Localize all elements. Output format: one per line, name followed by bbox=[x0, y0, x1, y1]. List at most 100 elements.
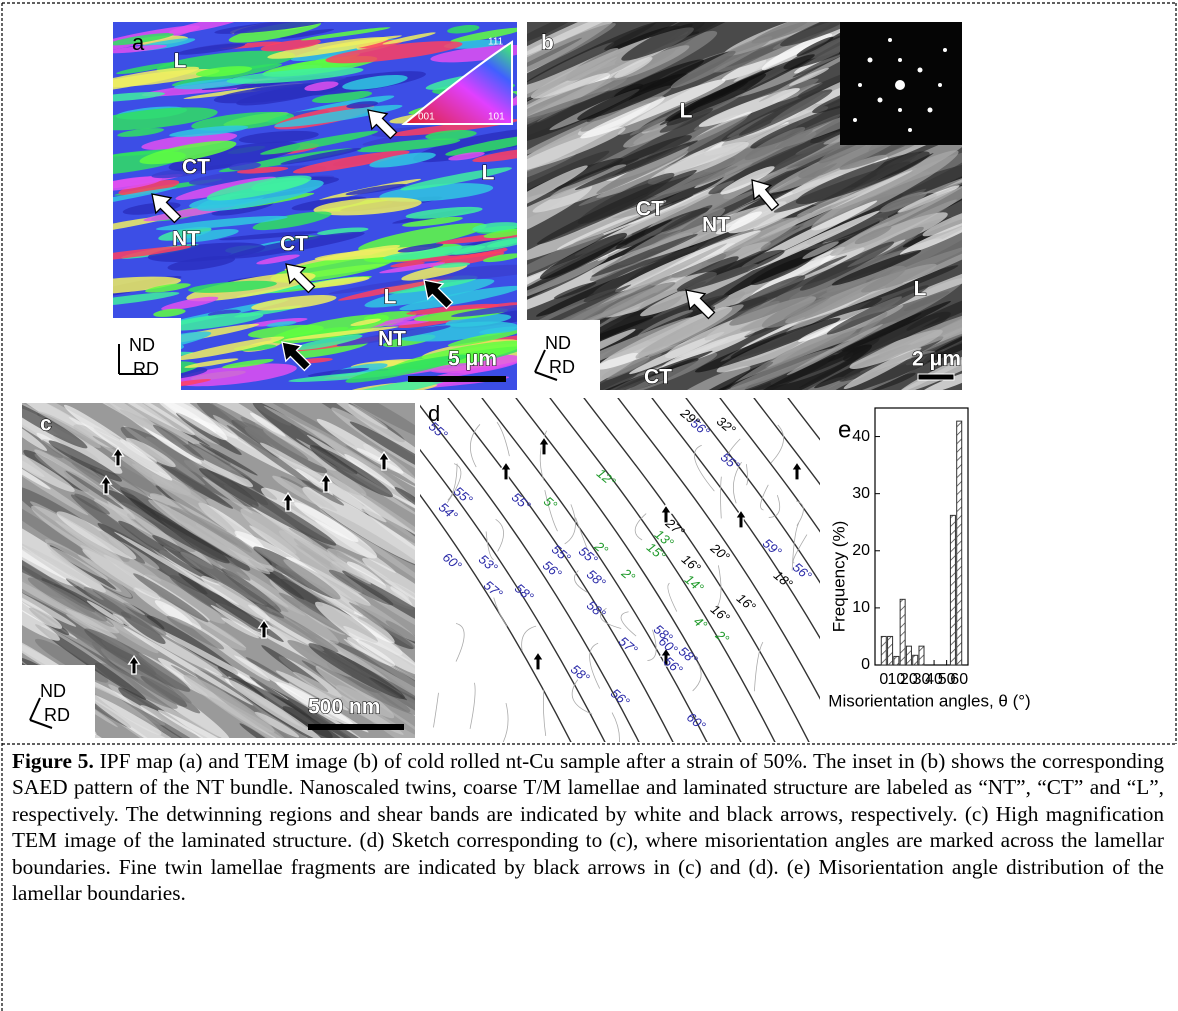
arrow-shape bbox=[734, 508, 748, 529]
label: L bbox=[482, 162, 495, 185]
texture-streak bbox=[113, 33, 174, 46]
texture-streak bbox=[888, 205, 962, 278]
texture-streak bbox=[292, 671, 404, 735]
texture-streak bbox=[342, 74, 408, 90]
texture-streak bbox=[221, 617, 260, 639]
arrow bbox=[285, 263, 316, 294]
boundary bbox=[753, 398, 820, 486]
texture-streak bbox=[282, 326, 399, 341]
texture-streak bbox=[527, 126, 626, 172]
texture-streak bbox=[405, 206, 483, 219]
y-tick-label: 30 bbox=[852, 485, 870, 502]
axis-label: RD bbox=[44, 705, 70, 725]
texture-streak bbox=[735, 344, 872, 390]
texture-streak bbox=[899, 217, 962, 256]
texture-streak bbox=[106, 489, 230, 564]
texture-streak bbox=[113, 44, 167, 54]
texture-streak bbox=[83, 587, 167, 636]
texture-streak bbox=[780, 22, 884, 47]
texture-streak bbox=[348, 602, 415, 651]
texture-streak bbox=[113, 68, 220, 88]
texture-streak bbox=[224, 678, 323, 738]
texture-streak bbox=[86, 600, 124, 625]
texture-streak bbox=[318, 35, 402, 50]
texture-streak bbox=[176, 43, 246, 55]
arrow-shape bbox=[257, 618, 271, 639]
texture-streak bbox=[345, 183, 407, 196]
arrow bbox=[319, 472, 333, 493]
texture-streak bbox=[166, 615, 225, 650]
arrow bbox=[99, 474, 113, 495]
texture-streak bbox=[390, 586, 415, 610]
texture-streak bbox=[165, 633, 229, 669]
texture-streak bbox=[293, 334, 363, 351]
texture-streak bbox=[56, 511, 137, 560]
texture-streak bbox=[358, 222, 487, 252]
label: L bbox=[174, 50, 187, 73]
texture-streak bbox=[379, 262, 445, 274]
triangle-label: 001 bbox=[418, 112, 435, 123]
y-tick-label: 20 bbox=[852, 542, 870, 559]
texture-streak bbox=[255, 603, 339, 653]
texture-streak bbox=[125, 437, 176, 468]
texture-streak bbox=[539, 232, 627, 280]
grain-boundary bbox=[575, 517, 591, 557]
texture-streak bbox=[769, 129, 911, 193]
boundary bbox=[719, 398, 820, 533]
texture-streak bbox=[451, 303, 517, 317]
texture-streak bbox=[450, 27, 517, 43]
texture-streak bbox=[486, 238, 517, 248]
texture-streak bbox=[720, 166, 775, 195]
x-tick-label: 50 bbox=[938, 671, 956, 688]
grain-boundary bbox=[796, 500, 804, 526]
texture-streak bbox=[788, 67, 829, 86]
diffraction-spot bbox=[877, 97, 883, 103]
texture-streak bbox=[263, 405, 383, 471]
texture-streak bbox=[399, 285, 517, 311]
bar bbox=[956, 420, 963, 666]
grain-boundary bbox=[620, 611, 637, 637]
texture-streak bbox=[292, 150, 410, 174]
texture-streak bbox=[527, 47, 619, 105]
texture-streak bbox=[328, 275, 447, 295]
texture-streak bbox=[22, 524, 104, 601]
texture-streak bbox=[202, 477, 253, 514]
y-axis-label: Frequency (%) bbox=[829, 521, 848, 632]
texture-streak bbox=[201, 575, 271, 621]
texture-streak bbox=[117, 128, 165, 137]
arrow bbox=[685, 289, 716, 320]
grain-boundary bbox=[717, 565, 722, 607]
texture-streak bbox=[527, 233, 604, 283]
x-tick-label: 10 bbox=[887, 671, 905, 688]
boundary bbox=[420, 448, 606, 742]
texture-streak bbox=[744, 126, 806, 161]
texture-streak bbox=[251, 294, 337, 311]
arrow bbox=[281, 341, 312, 372]
texture-streak bbox=[229, 162, 261, 171]
texture-streak bbox=[214, 22, 328, 34]
arrow-shape bbox=[111, 446, 125, 467]
texture-streak bbox=[472, 147, 517, 163]
texture-streak bbox=[312, 91, 373, 103]
texture-streak bbox=[307, 367, 370, 377]
grain-boundary bbox=[600, 607, 622, 629]
texture-streak bbox=[553, 282, 597, 299]
texture-streak bbox=[402, 216, 463, 227]
texture-streak bbox=[266, 321, 297, 327]
texture-streak bbox=[406, 303, 500, 315]
scale-bar bbox=[917, 373, 955, 381]
grain-boundary bbox=[447, 463, 458, 501]
panel-label: a bbox=[132, 30, 145, 55]
panel-label: d bbox=[428, 401, 440, 426]
arrow bbox=[531, 650, 545, 671]
texture-streak bbox=[210, 403, 309, 460]
texture-streak bbox=[260, 130, 378, 155]
arrow bbox=[423, 279, 454, 310]
texture-streak bbox=[245, 657, 290, 684]
texture-streak bbox=[207, 309, 241, 317]
texture-streak bbox=[22, 457, 51, 490]
boundary bbox=[617, 398, 820, 700]
texture-streak bbox=[346, 101, 379, 109]
